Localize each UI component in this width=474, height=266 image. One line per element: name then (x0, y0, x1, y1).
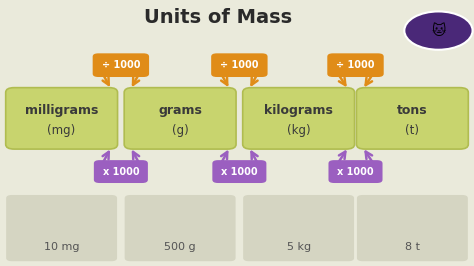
Text: (mg): (mg) (47, 124, 76, 137)
Text: (t): (t) (405, 124, 419, 137)
Text: (kg): (kg) (287, 124, 310, 137)
Text: Units of Mass: Units of Mass (144, 8, 292, 27)
FancyBboxPatch shape (94, 160, 148, 183)
FancyBboxPatch shape (243, 88, 355, 149)
FancyBboxPatch shape (327, 53, 383, 77)
Circle shape (404, 11, 473, 50)
FancyBboxPatch shape (357, 195, 468, 261)
Text: x 1000: x 1000 (221, 167, 258, 177)
Text: kilograms: kilograms (264, 105, 333, 117)
FancyBboxPatch shape (124, 88, 236, 149)
Text: ÷ 1000: ÷ 1000 (220, 60, 259, 70)
Text: ÷ 1000: ÷ 1000 (101, 60, 140, 70)
FancyBboxPatch shape (6, 88, 118, 149)
Text: 5 kg: 5 kg (287, 242, 310, 252)
FancyBboxPatch shape (212, 160, 266, 183)
Text: x 1000: x 1000 (337, 167, 374, 177)
Text: grams: grams (158, 105, 202, 117)
Text: ÷ 1000: ÷ 1000 (336, 60, 375, 70)
Text: 🐱: 🐱 (431, 24, 446, 38)
FancyBboxPatch shape (328, 160, 383, 183)
Text: 10 mg: 10 mg (44, 242, 79, 252)
Text: (g): (g) (172, 124, 189, 137)
Text: milligrams: milligrams (25, 105, 98, 117)
Text: 500 g: 500 g (164, 242, 196, 252)
FancyBboxPatch shape (356, 88, 468, 149)
FancyBboxPatch shape (92, 53, 149, 77)
Text: 8 t: 8 t (405, 242, 420, 252)
Text: x 1000: x 1000 (102, 167, 139, 177)
FancyBboxPatch shape (243, 195, 354, 261)
FancyBboxPatch shape (211, 53, 267, 77)
Text: tons: tons (397, 105, 428, 117)
FancyBboxPatch shape (125, 195, 236, 261)
FancyBboxPatch shape (6, 195, 117, 261)
